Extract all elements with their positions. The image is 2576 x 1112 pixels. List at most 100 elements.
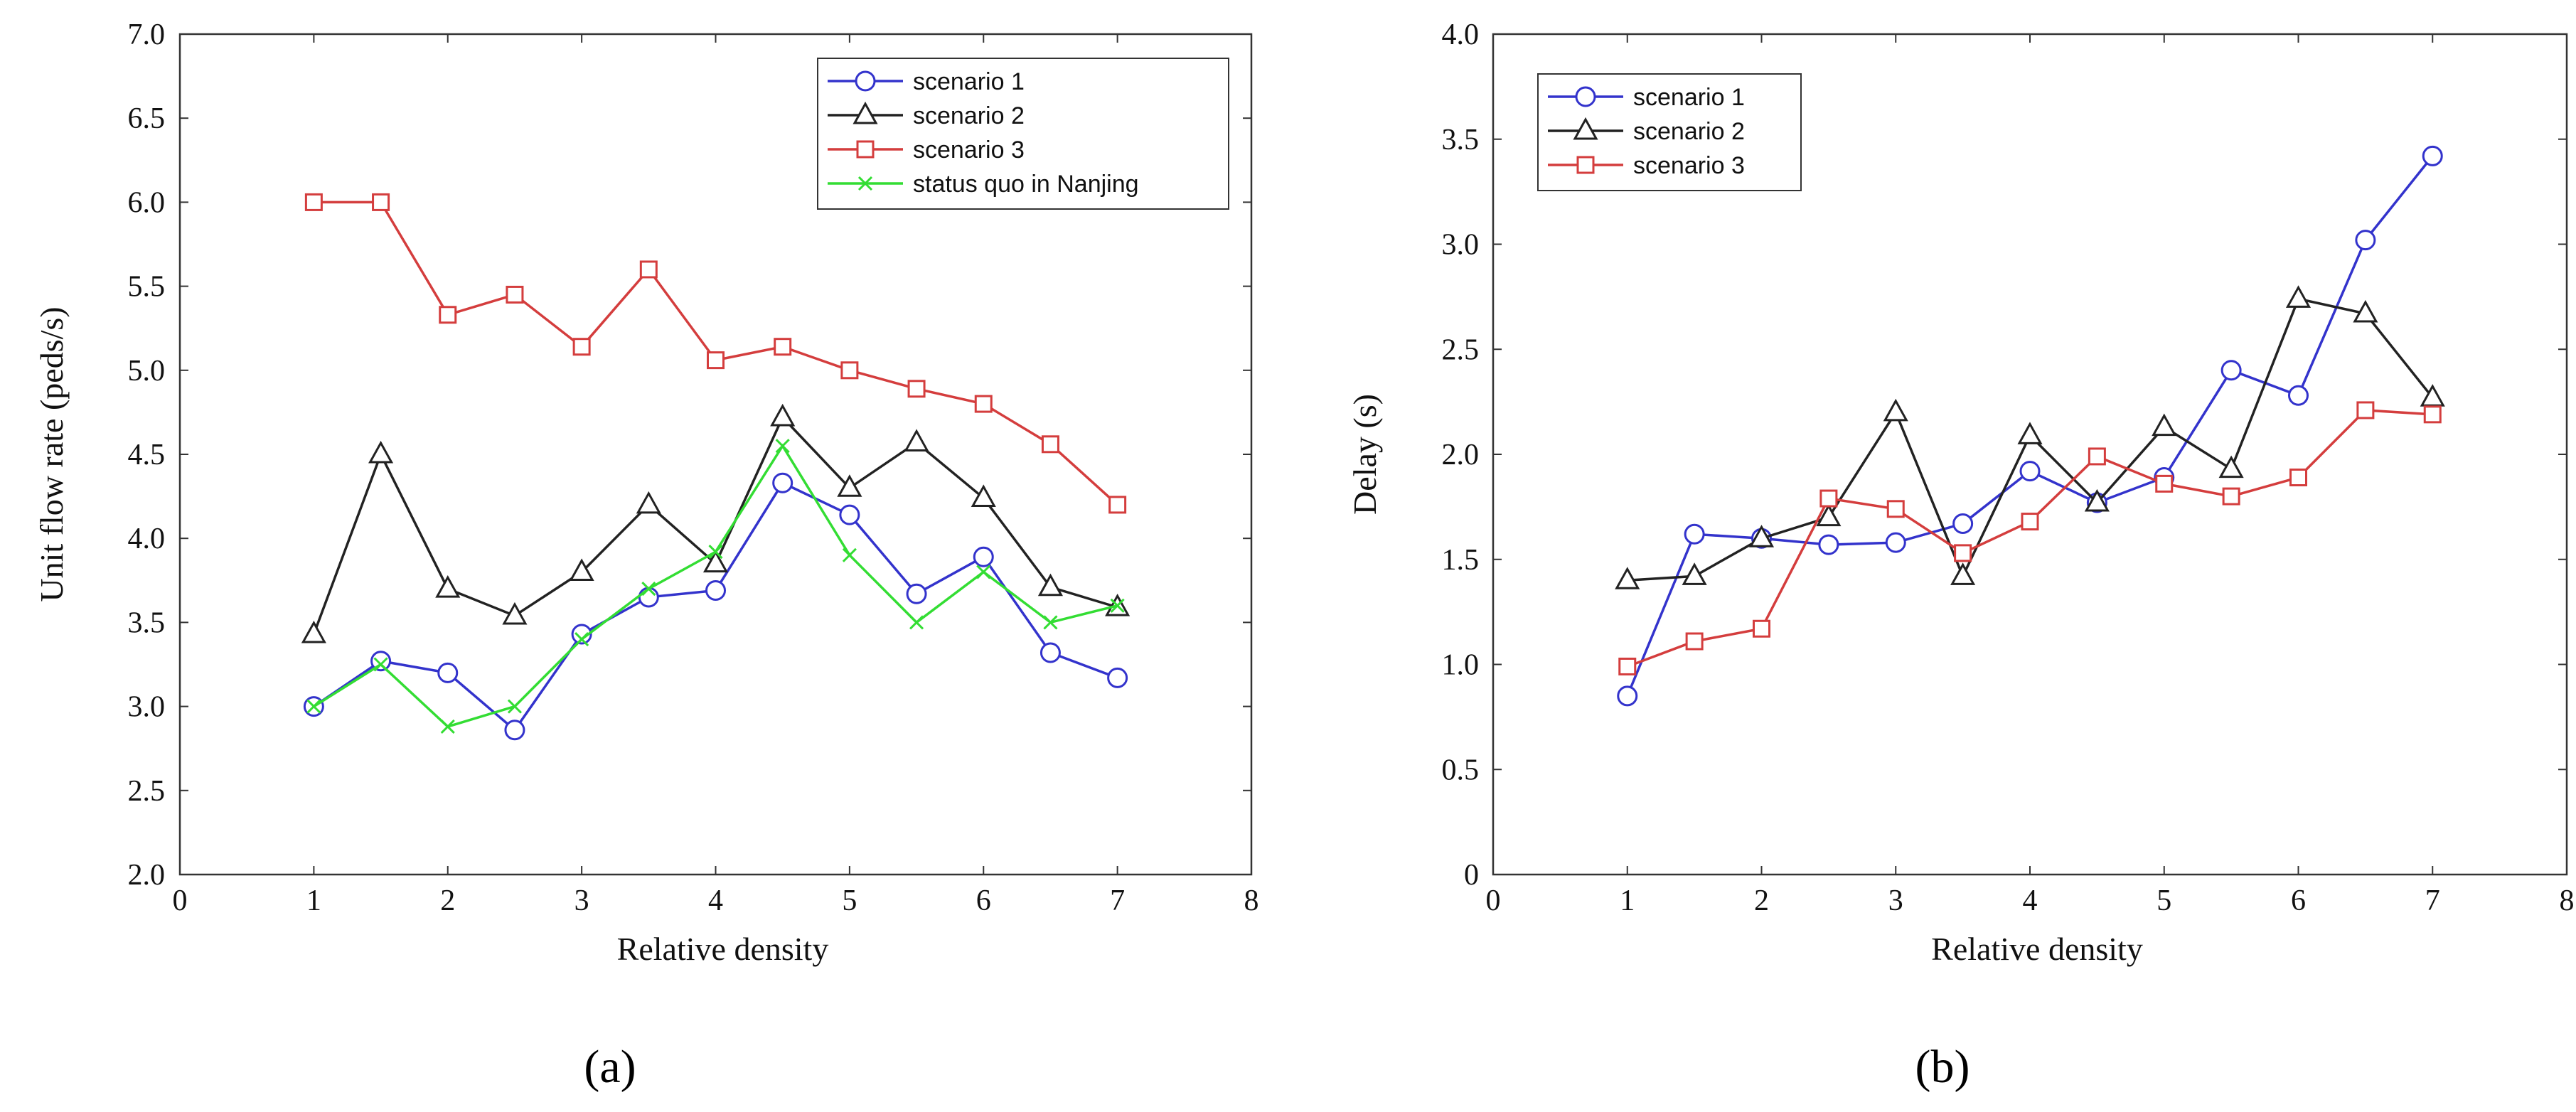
legend: scenario 1 scenario 2 scenario 3 (1537, 73, 1802, 191)
data-point (1615, 567, 1640, 589)
series-line (313, 481, 1118, 732)
x-tick-label: 3 (574, 884, 589, 917)
x-tick-label: 8 (1244, 884, 1259, 917)
chart-a: 0 1 2 3 4 5 6 7 8 2.0 2.5 3.0 3.5 4.0 4.5 5.0 5.5 6.0 6.5 7… (33, 18, 1259, 967)
data-point (639, 260, 658, 279)
data-point (973, 546, 994, 567)
legend-swatch-marker (1576, 156, 1595, 174)
data-point (1753, 619, 1770, 638)
legend-swatch-marker (857, 176, 873, 191)
data-point (572, 338, 591, 356)
data-point (368, 440, 394, 464)
y-tick-label: 2.5 (128, 775, 166, 808)
data-point (1950, 562, 1976, 585)
x-tick-label: 7 (2425, 884, 2440, 917)
data-point (372, 193, 390, 211)
series-status-quo-in-nanjing (306, 439, 1125, 734)
data-point (1818, 534, 1839, 555)
x-tick-label: 2 (440, 884, 455, 917)
y-tick-label: 2.0 (1442, 439, 1480, 471)
data-point (1883, 398, 1908, 422)
data-point (1617, 685, 1638, 707)
y-tick-label: 3.0 (128, 691, 166, 724)
data-point (1107, 667, 1128, 688)
series-scenario-1 (303, 472, 1128, 741)
data-point (2220, 360, 2242, 381)
x-tick-label: 3 (1888, 884, 1903, 917)
data-point (2155, 474, 2174, 493)
data-point (2285, 285, 2312, 308)
data-point (842, 547, 857, 562)
chart-b: 0 1 2 3 4 5 6 7 8 0 0.5 1.0 1.5 2.0 2.5 3.0 3.5 4.0 Relati… (1347, 18, 2575, 967)
data-point (1819, 489, 1838, 508)
data-point (702, 550, 729, 573)
data-point (1685, 632, 1704, 651)
data-point (569, 558, 594, 581)
data-point (1037, 573, 1063, 597)
x-tick-label: 0 (173, 884, 188, 917)
y-tick-label: 6.0 (128, 186, 166, 219)
y-tick-label: 1.0 (1442, 649, 1480, 682)
data-point (974, 395, 993, 413)
legend-swatch-marker (1575, 86, 1596, 107)
data-point (976, 565, 991, 579)
data-point (1684, 523, 1705, 545)
data-point (2355, 230, 2376, 251)
data-point (906, 583, 927, 604)
data-point (2019, 461, 2041, 482)
legend-label: scenario 1 (1633, 84, 1745, 111)
data-point (2021, 513, 2039, 531)
data-point (306, 699, 321, 714)
data-point (641, 582, 656, 597)
data-point (2088, 447, 2106, 466)
legend-label: scenario 3 (913, 137, 1025, 164)
data-point (2218, 455, 2244, 479)
data-point (2422, 145, 2443, 166)
x-tick-label: 0 (1486, 884, 1501, 917)
data-point (2152, 413, 2177, 437)
data-point (1043, 615, 1058, 630)
y-axis-label: Delay (s) (1347, 394, 1383, 515)
data-point (774, 338, 792, 356)
legend-label: scenario 2 (913, 102, 1025, 129)
data-point (435, 575, 461, 598)
legend-swatch-marker (856, 140, 875, 159)
data-point (1040, 642, 1061, 663)
series-scenario-3 (304, 193, 1127, 514)
y-tick-label: 4.5 (128, 439, 166, 471)
data-point (1952, 513, 1974, 535)
data-point (705, 579, 726, 601)
data-point (772, 472, 793, 493)
data-point (909, 615, 924, 630)
data-point (2084, 488, 2110, 512)
data-point (707, 351, 725, 370)
data-point (440, 719, 455, 734)
legend: scenario 1 scenario 2 scenario 3 status quo… (817, 58, 1229, 210)
data-point (1682, 562, 1707, 585)
data-point (1886, 500, 1905, 518)
data-point (1108, 496, 1127, 514)
data-point (775, 439, 790, 454)
data-point (907, 380, 926, 398)
y-axis-label: Unit flow rate (peds/s) (33, 306, 70, 602)
x-axis-label: Relative density (1931, 931, 2143, 967)
data-point (507, 699, 522, 714)
y-tick-label: 0 (1464, 859, 1479, 892)
legend-label: status quo in Nanjing (913, 171, 1139, 198)
data-point (636, 491, 661, 514)
data-point (638, 587, 659, 608)
series-scenario-3 (1618, 401, 2442, 675)
data-point (2423, 405, 2442, 424)
y-tick-label: 4.0 (1442, 18, 1480, 51)
data-point (2288, 385, 2309, 406)
y-tick-label: 0.5 (1442, 754, 1480, 786)
data-point (2356, 401, 2375, 419)
y-tick-label: 5.5 (128, 271, 166, 304)
y-tick-label: 2.0 (128, 859, 166, 892)
series-line (312, 415, 1118, 635)
x-tick-label: 5 (842, 884, 857, 917)
data-point (840, 361, 859, 380)
data-point (301, 620, 326, 643)
data-point (1954, 544, 1972, 562)
